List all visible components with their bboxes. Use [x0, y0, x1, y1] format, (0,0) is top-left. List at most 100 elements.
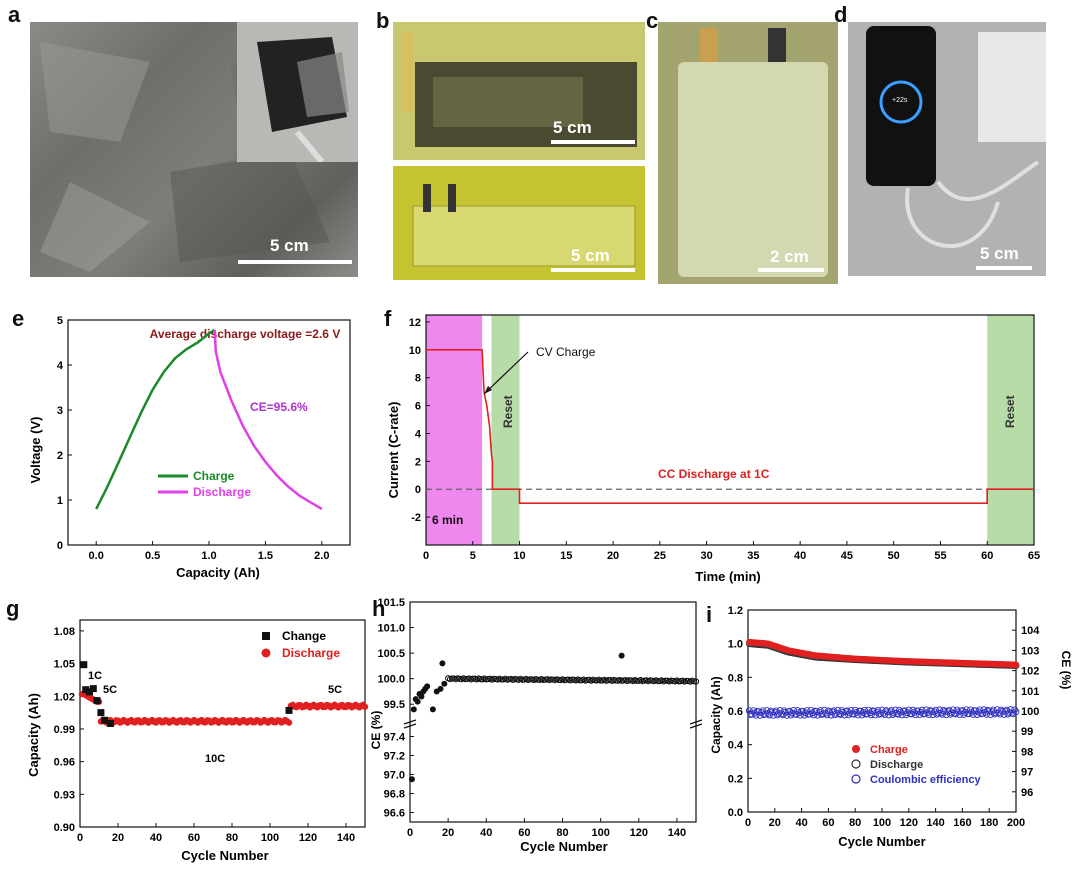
e-legend: Charge Discharge [158, 469, 251, 499]
h-ce-point [441, 680, 448, 687]
e-ytick-label: 2 [57, 450, 63, 462]
f-xtick-label: 25 [654, 550, 666, 562]
h-ce-point [584, 676, 591, 684]
i-ce-point [1012, 708, 1020, 716]
e-ylabel: Voltage (V) [28, 417, 43, 484]
f-region-label-reset2: Reset [1003, 395, 1017, 428]
h-ce-point [469, 675, 477, 682]
panel-b-letter: b [376, 8, 390, 33]
i-ylabel-right: CE (%) [1059, 651, 1073, 690]
f-region-label-6min: 6 min [432, 513, 463, 527]
g-ytick-label: 1.08 [54, 626, 75, 638]
f-xtick-label: 30 [700, 550, 712, 562]
pouch-bottom-icon [412, 184, 636, 267]
e-legend-charge: Charge [193, 469, 235, 483]
h-ytick-label: 96.6 [384, 808, 405, 820]
plot-frame [67, 319, 351, 546]
h-ce-point [527, 676, 534, 683]
f-ytick-label: 4 [415, 428, 422, 440]
f-annotation-cv: CV Charge [536, 345, 596, 359]
i-ce-point [819, 710, 827, 718]
h-ce-point [437, 685, 444, 692]
scale-label-c: 2 cm [770, 247, 809, 266]
g-xtick-label: 0 [77, 832, 83, 844]
scalebar-b-top [551, 140, 635, 144]
g-xlabel: Cycle Number [181, 848, 268, 863]
i-xtick-label: 120 [900, 817, 918, 829]
f-cv-arrow [483, 351, 529, 395]
i-xtick-label: 0 [745, 817, 751, 829]
panel-a-letter: a [8, 2, 21, 27]
i-ce-point [832, 709, 840, 717]
inset-foil-icon [257, 37, 349, 164]
panel-e-letter: e [12, 306, 25, 331]
h-ce-point [439, 660, 446, 667]
i-xtick-label: 40 [795, 817, 807, 829]
g-change-point [106, 720, 114, 727]
h-axis-break-left [403, 723, 417, 729]
f-region-0 [426, 315, 483, 545]
f-region-label-reset1: Reset [501, 395, 515, 428]
i-ce-point [999, 707, 1007, 715]
e-xtick-label: 1.0 [201, 550, 216, 562]
phone-percent: +22s [892, 97, 908, 104]
h-axis-break-right [689, 723, 703, 729]
h-ce-point [692, 678, 700, 685]
i-right-ytick-label: 100 [1021, 706, 1039, 718]
panel-b-top-photo: 5 cm [393, 22, 645, 160]
e-ytick-label: 0 [57, 540, 63, 552]
i-right-ytick-label: 97 [1021, 767, 1033, 779]
g-ytick-label: 1.05 [54, 659, 75, 671]
f-xtick-label: 45 [841, 550, 853, 562]
h-ce-point [418, 693, 425, 700]
e-annotation-voltage: Average discharge voltage =2.6 V [150, 327, 341, 341]
h-ce-point [547, 676, 555, 683]
g-legend-change: Change [282, 629, 326, 643]
i-ce-point [877, 710, 885, 717]
i-legend-ce: Coulombic efficiency [870, 774, 982, 786]
panel-h-letter: h [372, 596, 386, 621]
e-ytick-label: 1 [57, 495, 63, 507]
g-xtick-label: 20 [112, 832, 124, 844]
f-ytick-label: 2 [415, 456, 421, 468]
phone-charging-icon [866, 26, 1046, 248]
chart-i: 0 20 40 60 80 100 120 140 160 180 200 0.0 0.2 0.4 0.6 0… [709, 605, 1073, 849]
h-ce-point [654, 677, 661, 685]
h-ytick-label: 101.0 [377, 623, 405, 635]
h-ce-point [662, 677, 669, 684]
chart-h: 0 20 40 60 80 100 120 140 96.6 96.8 97.0 97.2 97.4 99… [369, 597, 703, 854]
e-xtick-label: 0.0 [89, 550, 104, 562]
scalebar-d [976, 266, 1032, 270]
i-ce-point [1011, 706, 1019, 714]
g-annotation-5c-2: 5C [328, 684, 342, 696]
h-xtick-label: 100 [591, 827, 609, 839]
g-change-point [97, 709, 105, 717]
h-axis-break-left [403, 719, 417, 725]
f-current-line [426, 349, 1034, 504]
panel-a-inset [237, 22, 358, 164]
e-ytick-label: 3 [57, 405, 63, 417]
h-ce-point [429, 706, 436, 713]
h-ylabel: CE (%) [369, 711, 383, 750]
g-ytick-label: 0.90 [54, 822, 75, 834]
i-legend-discharge: Discharge [870, 759, 923, 771]
f-ytick-label: 12 [409, 317, 421, 329]
f-xtick-label: 10 [513, 550, 525, 562]
h-ce-point [555, 676, 562, 684]
i-ytick-label: 0.4 [728, 740, 744, 752]
i-legend: Charge Discharge Coulombic efficiency [851, 744, 982, 786]
f-ytick-label: 8 [415, 373, 421, 385]
g-ytick-label: 0.93 [54, 789, 75, 801]
i-ce-point [768, 708, 776, 716]
h-ce-point [618, 652, 625, 659]
h-ce-point [414, 698, 421, 705]
h-ce-point [605, 677, 612, 684]
i-ce-point [775, 710, 783, 718]
plot-frame [425, 314, 1035, 546]
g-change-point [86, 688, 93, 696]
e-series-discharge [213, 329, 323, 511]
h-ytick-label: 100.5 [377, 648, 405, 660]
panel-a-photo: 5 cm [30, 22, 358, 277]
i-right-ytick-label: 103 [1021, 645, 1039, 657]
i-ce-point [761, 710, 769, 718]
